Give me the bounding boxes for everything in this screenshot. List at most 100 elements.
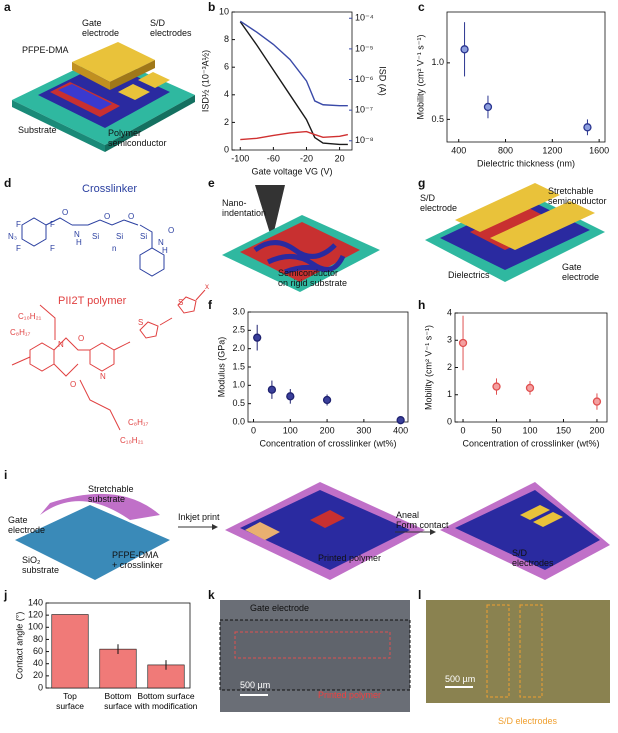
x-axis-label: Concentration of crosslinker (wt%) xyxy=(462,438,599,448)
label: Semiconductor on rigid substrate xyxy=(278,268,348,288)
y-tick-label: 3 xyxy=(447,335,452,345)
y-tick-label: 80 xyxy=(33,634,43,644)
atom: F xyxy=(50,244,55,253)
atom: O xyxy=(78,334,85,343)
panel-label: k xyxy=(208,588,215,602)
label: SiO₂ substrate xyxy=(22,555,60,575)
chemistry xyxy=(21,217,165,277)
atom: O xyxy=(70,380,77,389)
micrograph-l xyxy=(426,600,610,703)
y-tick-label: 0 xyxy=(224,144,229,154)
point xyxy=(458,338,468,348)
label: Dielectrics xyxy=(448,270,490,280)
atom: S xyxy=(138,318,144,327)
atom: C₈H₁₇ xyxy=(128,418,149,427)
panel-label: l xyxy=(418,588,422,602)
y-tick-label: 40 xyxy=(33,658,43,668)
y2-tick-label: 10⁻⁵ xyxy=(355,43,374,53)
panel-label: a xyxy=(4,0,11,14)
x-tick-label: -20 xyxy=(300,153,313,163)
atom: Si xyxy=(92,232,100,241)
plot-frame xyxy=(446,11,606,143)
device-g xyxy=(425,183,605,282)
atom: H xyxy=(162,246,168,255)
point xyxy=(492,382,501,391)
line xyxy=(239,20,348,107)
x-tick-label: Top surface xyxy=(56,691,84,711)
label: Substrate xyxy=(18,125,57,135)
x-tick-label: 50 xyxy=(492,425,502,435)
point xyxy=(322,395,332,405)
y2-tick-label: 10⁻⁴ xyxy=(355,13,374,23)
x-tick-label: 400 xyxy=(393,425,408,435)
y-axis-label: Modulus (GPa) xyxy=(216,337,226,398)
chem-title: PII2T polymer xyxy=(58,295,127,307)
atom: O xyxy=(168,226,175,235)
x-tick-label: Bottom surface with modification xyxy=(134,691,198,711)
label: Printed polymer xyxy=(318,553,382,563)
x-tick-label: -100 xyxy=(231,153,249,163)
panel-label: d xyxy=(4,176,12,190)
x-tick-label: 200 xyxy=(320,425,335,435)
y-tick-label: 100 xyxy=(28,622,43,632)
y-tick-label: 2 xyxy=(447,362,452,372)
x-tick-label: 100 xyxy=(522,425,537,435)
y2-axis-label: ISD (A) xyxy=(378,66,388,96)
x-tick-label: 0 xyxy=(251,425,256,435)
label: Polymer semiconductor xyxy=(108,128,167,148)
device-e xyxy=(222,185,380,292)
label: Aneal Form contact xyxy=(396,510,449,530)
panel-label: c xyxy=(418,0,425,14)
x-axis-label: Concentration of crosslinker (wt%) xyxy=(259,438,396,448)
atom: O xyxy=(62,208,69,217)
atom: F xyxy=(16,220,21,229)
y-tick-label: 120 xyxy=(28,610,43,620)
label: Gate electrode xyxy=(250,603,310,613)
atom: N xyxy=(74,230,80,239)
y2-tick-label: 10⁻⁸ xyxy=(355,135,374,145)
x-tick-label: 400 xyxy=(451,145,466,155)
y-tick-label: 0 xyxy=(447,416,452,426)
y-tick-label: 1 xyxy=(447,389,452,399)
atom: F xyxy=(50,220,55,229)
y-tick-label: 8 xyxy=(224,34,229,44)
panel-label: h xyxy=(418,298,426,312)
atom: N xyxy=(58,340,64,349)
chemistry-polymer xyxy=(11,289,206,431)
plot-frame xyxy=(247,311,409,423)
x-tick-label: 1600 xyxy=(589,145,609,155)
bar xyxy=(51,614,89,689)
plot-frame xyxy=(454,312,608,423)
y-tick-label: 0.5 xyxy=(232,398,245,408)
atom: H xyxy=(76,238,82,247)
line xyxy=(239,21,348,146)
label: Gate electrode xyxy=(562,262,600,282)
y-tick-label: 0 xyxy=(38,682,43,692)
x-tick-label: 150 xyxy=(556,425,571,435)
polymer-outline xyxy=(234,631,391,659)
point xyxy=(396,416,405,425)
bar xyxy=(99,648,137,689)
y-tick-label: 6 xyxy=(224,62,229,72)
point xyxy=(525,383,535,393)
atom: C₁₀H₂₁ xyxy=(120,436,144,445)
x-tick-label: 200 xyxy=(589,425,604,435)
atom: Si xyxy=(116,232,124,241)
x-tick-label: 300 xyxy=(356,425,371,435)
x-axis-label: Gate voltage VG (V) xyxy=(251,166,332,176)
atom: N₃ xyxy=(8,232,18,241)
line xyxy=(240,130,349,141)
y-tick-label: 2 xyxy=(224,117,229,127)
atom: O xyxy=(104,212,111,221)
atom: F xyxy=(16,244,21,253)
y-tick-label: 0.0 xyxy=(232,416,245,426)
atom: N xyxy=(158,238,164,247)
panel-label: f xyxy=(208,298,212,312)
y2-tick-label: 10⁻⁶ xyxy=(355,74,374,84)
y-axis-label: ISD½ (10⁻³A½) xyxy=(200,50,210,112)
label: S/D electrodes xyxy=(498,716,558,726)
y-tick-label: 10 xyxy=(219,6,229,16)
panel-label: g xyxy=(418,176,426,190)
panel-label: j xyxy=(4,588,8,602)
